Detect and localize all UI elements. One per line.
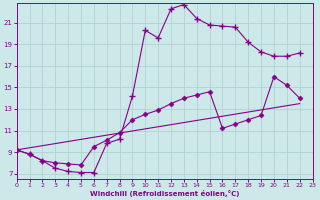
X-axis label: Windchill (Refroidissement éolien,°C): Windchill (Refroidissement éolien,°C)	[90, 190, 239, 197]
